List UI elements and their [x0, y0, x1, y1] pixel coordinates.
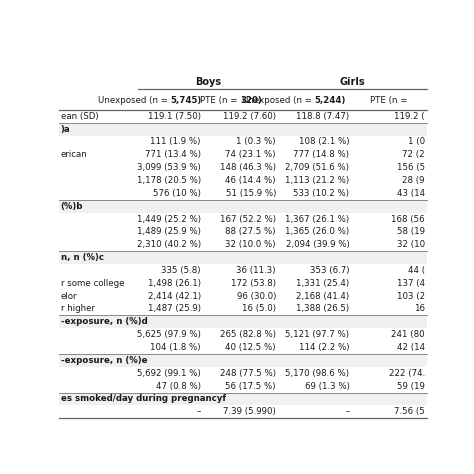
Text: 1 (0.3 %): 1 (0.3 %) [237, 137, 276, 146]
Bar [59, 123, 427, 136]
Text: 32 (10: 32 (10 [397, 240, 425, 249]
Text: 58 (19: 58 (19 [397, 228, 425, 237]
Text: Boys: Boys [195, 76, 221, 87]
Text: 5,692 (99.1 %): 5,692 (99.1 %) [137, 369, 201, 378]
Text: 104 (1.8 %): 104 (1.8 %) [150, 343, 201, 352]
Text: 1 (0: 1 (0 [408, 137, 425, 146]
Text: 72 (2: 72 (2 [402, 150, 425, 159]
Text: n, n (%)c: n, n (%)c [61, 253, 104, 262]
Text: 119.1 (7.50): 119.1 (7.50) [148, 112, 201, 121]
Text: 59 (19: 59 (19 [397, 382, 425, 391]
Text: 119.2 (7.60): 119.2 (7.60) [223, 112, 276, 121]
Text: 265 (82.8 %): 265 (82.8 %) [220, 330, 276, 339]
Text: es smoked/day during pregnancyf: es smoked/day during pregnancyf [61, 394, 226, 403]
Text: 1,178 (20.5 %): 1,178 (20.5 %) [137, 176, 201, 185]
Text: 108 (2.1 %): 108 (2.1 %) [299, 137, 349, 146]
Text: 43 (14: 43 (14 [397, 189, 425, 198]
Text: 111 (1.9 %): 111 (1.9 %) [150, 137, 201, 146]
Text: 51 (15.9 %): 51 (15.9 %) [226, 189, 276, 198]
Text: 69 (1.3 %): 69 (1.3 %) [305, 382, 349, 391]
Text: 16: 16 [414, 304, 425, 313]
Text: 103 (2: 103 (2 [397, 292, 425, 301]
Text: –: – [196, 407, 201, 416]
Bar [59, 392, 427, 405]
Text: 1,113 (21.2 %): 1,113 (21.2 %) [285, 176, 349, 185]
Text: 44 (: 44 ( [408, 266, 425, 275]
Text: 7.39 (5.990): 7.39 (5.990) [223, 407, 276, 416]
Text: 2,168 (41.4): 2,168 (41.4) [296, 292, 349, 301]
Text: Girls: Girls [339, 76, 365, 87]
Text: 771 (13.4 %): 771 (13.4 %) [145, 150, 201, 159]
Text: 36 (11.3): 36 (11.3) [237, 266, 276, 275]
Text: 16 (5.0): 16 (5.0) [242, 304, 276, 313]
Text: 241 (80: 241 (80 [391, 330, 425, 339]
Text: 320): 320) [240, 96, 262, 105]
Text: 56 (17.5 %): 56 (17.5 %) [226, 382, 276, 391]
Text: r some college: r some college [61, 279, 124, 288]
Text: 42 (14: 42 (14 [397, 343, 425, 352]
Text: 32 (10.0 %): 32 (10.0 %) [226, 240, 276, 249]
Text: ean (SD): ean (SD) [61, 112, 98, 121]
Text: 1,489 (25.9 %): 1,489 (25.9 %) [137, 228, 201, 237]
Bar [59, 354, 427, 367]
Text: 576 (10 %): 576 (10 %) [153, 189, 201, 198]
Text: 5,244): 5,244) [315, 96, 346, 105]
Text: 114 (2.2 %): 114 (2.2 %) [299, 343, 349, 352]
Text: 5,170 (98.6 %): 5,170 (98.6 %) [285, 369, 349, 378]
Text: 167 (52.2 %): 167 (52.2 %) [220, 215, 276, 224]
Text: 5,745): 5,745) [170, 96, 201, 105]
Text: 1,367 (26.1 %): 1,367 (26.1 %) [285, 215, 349, 224]
Text: 335 (5.8): 335 (5.8) [161, 266, 201, 275]
Text: 40 (12.5 %): 40 (12.5 %) [226, 343, 276, 352]
Text: -exposure, n (%)d: -exposure, n (%)d [61, 317, 147, 326]
Text: 47 (0.8 %): 47 (0.8 %) [155, 382, 201, 391]
Text: (%)b: (%)b [61, 201, 83, 210]
Text: 148 (46.3 %): 148 (46.3 %) [220, 163, 276, 172]
Text: 5,121 (97.7 %): 5,121 (97.7 %) [285, 330, 349, 339]
Text: )a: )a [61, 125, 70, 134]
Bar [59, 315, 427, 328]
Text: r higher: r higher [61, 304, 95, 313]
Bar [59, 251, 427, 264]
Text: 88 (27.5 %): 88 (27.5 %) [226, 228, 276, 237]
Text: 222 (74.: 222 (74. [389, 369, 425, 378]
Text: 137 (4: 137 (4 [397, 279, 425, 288]
Text: 1,331 (25.4): 1,331 (25.4) [296, 279, 349, 288]
Text: 96 (30.0): 96 (30.0) [237, 292, 276, 301]
Text: 1,498 (26.1): 1,498 (26.1) [148, 279, 201, 288]
Text: PTE (n =: PTE (n = [200, 96, 240, 105]
Text: 777 (14.8 %): 777 (14.8 %) [293, 150, 349, 159]
Text: 533 (10.2 %): 533 (10.2 %) [293, 189, 349, 198]
Text: 2,310 (40.2 %): 2,310 (40.2 %) [137, 240, 201, 249]
Text: 28 (9: 28 (9 [402, 176, 425, 185]
Text: 7.56 (5: 7.56 (5 [394, 407, 425, 416]
Text: erican: erican [61, 150, 88, 159]
Text: 5,625 (97.9 %): 5,625 (97.9 %) [137, 330, 201, 339]
Text: 118.8 (7.47): 118.8 (7.47) [296, 112, 349, 121]
Text: –: – [345, 407, 349, 416]
Text: 46 (14.4 %): 46 (14.4 %) [226, 176, 276, 185]
Text: 172 (53.8): 172 (53.8) [231, 279, 276, 288]
Text: 2,709 (51.6 %): 2,709 (51.6 %) [285, 163, 349, 172]
Text: PTE (n =: PTE (n = [370, 96, 408, 105]
Text: elor: elor [61, 292, 77, 301]
Text: 1,487 (25.9): 1,487 (25.9) [148, 304, 201, 313]
Text: 74 (23.1 %): 74 (23.1 %) [226, 150, 276, 159]
Text: 156 (5: 156 (5 [397, 163, 425, 172]
Text: 168 (56: 168 (56 [391, 215, 425, 224]
Text: 3,099 (53.9 %): 3,099 (53.9 %) [137, 163, 201, 172]
Text: 1,388 (26.5): 1,388 (26.5) [296, 304, 349, 313]
Text: -exposure, n (%)e: -exposure, n (%)e [61, 356, 147, 365]
Text: Unexposed (n =: Unexposed (n = [98, 96, 170, 105]
Bar [59, 200, 427, 213]
Text: 2,414 (42.1): 2,414 (42.1) [147, 292, 201, 301]
Text: 2,094 (39.9 %): 2,094 (39.9 %) [286, 240, 349, 249]
Text: Unexposed (n =: Unexposed (n = [242, 96, 315, 105]
Text: 248 (77.5 %): 248 (77.5 %) [220, 369, 276, 378]
Text: 1,449 (25.2 %): 1,449 (25.2 %) [137, 215, 201, 224]
Text: 1,365 (26.0 %): 1,365 (26.0 %) [285, 228, 349, 237]
Text: 119.2 (: 119.2 ( [394, 112, 425, 121]
Text: 353 (6.7): 353 (6.7) [310, 266, 349, 275]
